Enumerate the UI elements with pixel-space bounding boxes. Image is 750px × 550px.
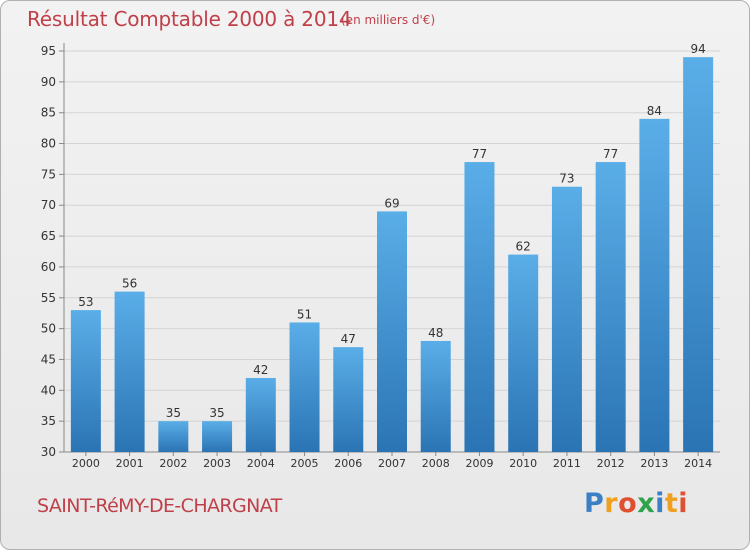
bar [595, 162, 626, 453]
x-tick-label: 2012 [597, 457, 625, 470]
y-tick-label: 60 [41, 260, 56, 274]
y-tick-label: 40 [41, 383, 56, 397]
x-tick-label: 2010 [509, 457, 537, 470]
bar-value-label: 69 [384, 196, 399, 210]
bar-value-label: 77 [472, 147, 487, 161]
bar-value-label: 47 [341, 332, 356, 346]
bar-value-label: 53 [78, 295, 93, 309]
bar [333, 347, 364, 452]
bar [289, 322, 320, 452]
y-tick-label: 85 [41, 106, 56, 120]
bar [245, 377, 276, 452]
y-tick-label: 30 [41, 445, 56, 459]
x-tick-label: 2003 [203, 457, 231, 470]
bar [114, 291, 145, 452]
bar-value-label: 48 [428, 326, 443, 340]
y-tick-label: 55 [41, 291, 56, 305]
y-tick-label: 35 [41, 414, 56, 428]
bar [158, 421, 189, 452]
y-tick-label: 50 [41, 322, 56, 336]
bar [70, 310, 101, 452]
commune-name: SAINT-RéMY-DE-CHARGNAT [37, 495, 282, 517]
bar-value-label: 56 [122, 277, 137, 291]
y-tick-label: 95 [41, 44, 56, 58]
bar [551, 186, 582, 452]
chart-title: Résultat Comptable 2000 à 2014 [27, 7, 352, 31]
proxiti-logo: Proxiti [584, 488, 689, 519]
bar [639, 118, 670, 452]
x-tick-label: 2006 [334, 457, 362, 470]
bar-value-label: 77 [603, 147, 618, 161]
x-tick-label: 2011 [553, 457, 581, 470]
x-tick-label: 2008 [422, 457, 450, 470]
bar-value-label: 94 [690, 42, 705, 56]
y-tick-label: 75 [41, 167, 56, 181]
bar-value-label: 51 [297, 307, 312, 321]
chart-subtitle: (en milliers d'€) [341, 13, 436, 27]
bar [683, 57, 714, 453]
bar [464, 162, 495, 453]
bar-value-label: 42 [253, 363, 268, 377]
bar-value-label: 73 [559, 172, 574, 186]
y-tick-label: 90 [41, 75, 56, 89]
x-tick-label: 2002 [159, 457, 187, 470]
bar [202, 421, 233, 452]
bar-value-label: 35 [166, 406, 181, 420]
y-tick-label: 80 [41, 137, 56, 151]
bar-value-label: 62 [516, 240, 531, 254]
x-tick-label: 2007 [378, 457, 406, 470]
x-tick-label: 2001 [116, 457, 144, 470]
y-tick-label: 65 [41, 229, 56, 243]
bar-value-label: 35 [209, 406, 224, 420]
bar [377, 211, 407, 452]
y-tick-label: 45 [41, 352, 56, 366]
bar-value-label: 84 [647, 104, 662, 118]
y-tick-label: 70 [41, 198, 56, 212]
bar [420, 340, 451, 452]
x-tick-label: 2014 [684, 457, 712, 470]
x-tick-label: 2009 [465, 457, 493, 470]
x-tick-label: 2005 [291, 457, 319, 470]
bar [508, 254, 539, 452]
x-tick-label: 2000 [72, 457, 100, 470]
x-tick-label: 2013 [640, 457, 668, 470]
x-tick-label: 2004 [247, 457, 275, 470]
